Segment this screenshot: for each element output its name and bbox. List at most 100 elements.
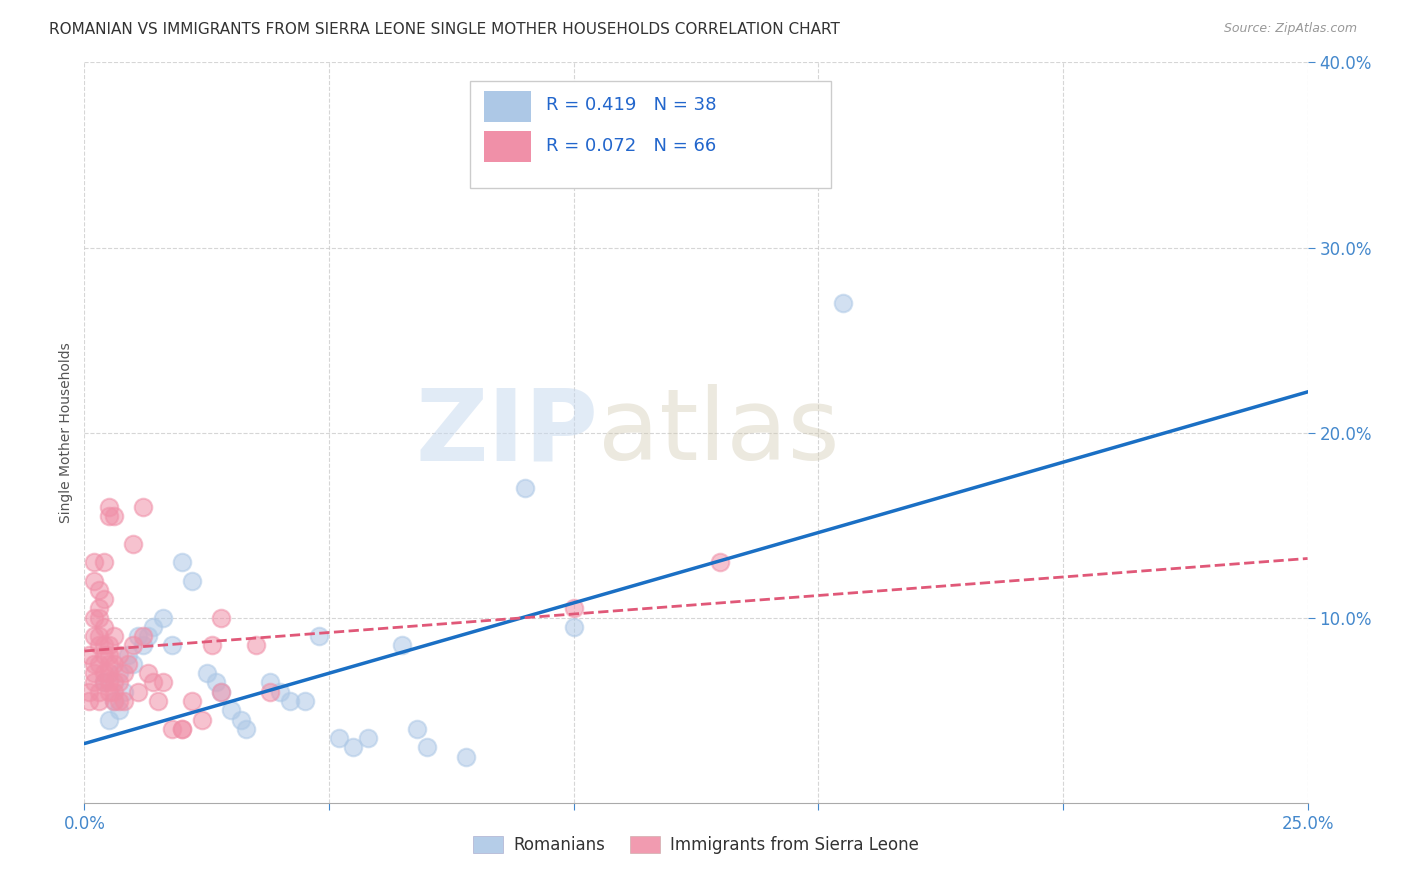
Point (97, 500, 120, 514)
Point (83, 610, 105, 624)
FancyBboxPatch shape (484, 131, 531, 162)
Point (132, 629, 155, 643)
Point (103, 629, 125, 643)
Point (107, 694, 129, 708)
Point (83, 574, 105, 588)
Point (172, 722, 194, 736)
Point (97, 675, 120, 690)
Point (107, 666, 129, 681)
Point (454, 749, 477, 764)
Point (136, 629, 159, 643)
Point (269, 685, 291, 699)
Point (87, 629, 110, 643)
Point (406, 722, 429, 736)
Point (77, 685, 100, 699)
Point (112, 666, 135, 681)
Point (103, 685, 125, 699)
Point (93, 592, 115, 607)
Point (87, 610, 110, 624)
Point (77, 648, 100, 662)
Point (87, 601, 110, 615)
Point (219, 703, 242, 717)
Point (391, 639, 413, 653)
Point (152, 610, 174, 624)
Point (97, 508, 120, 523)
Text: R = 0.072   N = 66: R = 0.072 N = 66 (546, 137, 716, 155)
Point (93, 555, 115, 569)
Point (181, 694, 204, 708)
Point (97, 657, 120, 671)
Point (83, 657, 105, 671)
Point (127, 685, 149, 699)
Point (93, 648, 115, 662)
Point (87, 639, 110, 653)
Point (132, 639, 155, 653)
Text: ZIP: ZIP (415, 384, 598, 481)
Point (259, 675, 281, 690)
Point (142, 675, 165, 690)
Point (97, 713, 120, 727)
Point (112, 694, 135, 708)
Point (209, 685, 232, 699)
FancyBboxPatch shape (484, 91, 531, 121)
Point (831, 296, 853, 310)
Text: ROMANIAN VS IMMIGRANTS FROM SIERRA LEONE SINGLE MOTHER HOUSEHOLDS CORRELATION CH: ROMANIAN VS IMMIGRANTS FROM SIERRA LEONE… (49, 22, 841, 37)
Point (328, 731, 350, 745)
Point (142, 620, 165, 634)
Point (87, 582, 110, 597)
Point (112, 685, 135, 699)
Point (195, 666, 218, 681)
Point (122, 536, 145, 550)
Text: atlas: atlas (598, 384, 839, 481)
Point (308, 629, 330, 643)
Point (205, 675, 228, 690)
Point (97, 648, 120, 662)
Point (117, 657, 139, 671)
Point (103, 675, 125, 690)
Text: R = 0.419   N = 38: R = 0.419 N = 38 (546, 96, 716, 114)
Point (83, 666, 105, 681)
Point (87, 685, 110, 699)
Point (117, 648, 139, 662)
Point (107, 675, 129, 690)
Point (278, 694, 301, 708)
Text: Source: ZipAtlas.com: Source: ZipAtlas.com (1223, 22, 1357, 36)
Point (87, 657, 110, 671)
Point (357, 731, 380, 745)
Point (136, 666, 159, 681)
Point (209, 610, 232, 624)
Point (93, 620, 115, 634)
Point (87, 694, 110, 708)
Point (562, 601, 585, 615)
Point (758, 157, 780, 171)
Point (562, 620, 585, 634)
Point (93, 639, 115, 653)
Point (245, 639, 267, 653)
Point (103, 657, 125, 671)
Point (191, 713, 214, 727)
Point (172, 555, 194, 569)
Point (146, 694, 169, 708)
Point (132, 500, 155, 514)
Point (97, 666, 120, 681)
Point (162, 639, 184, 653)
Point (83, 629, 105, 643)
Point (122, 639, 145, 653)
Point (342, 740, 364, 755)
Point (152, 675, 174, 690)
Legend: Romanians, Immigrants from Sierra Leone: Romanians, Immigrants from Sierra Leone (467, 830, 925, 861)
Point (93, 675, 115, 690)
Point (97, 685, 120, 699)
Point (103, 694, 125, 708)
Point (235, 722, 257, 736)
Point (709, 555, 731, 569)
Point (229, 713, 252, 727)
Y-axis label: Single Mother Households: Single Mother Households (59, 343, 73, 523)
Point (107, 648, 129, 662)
Point (181, 574, 204, 588)
Point (209, 685, 232, 699)
Point (127, 629, 149, 643)
Point (93, 675, 115, 690)
Point (83, 675, 105, 690)
Point (103, 694, 125, 708)
